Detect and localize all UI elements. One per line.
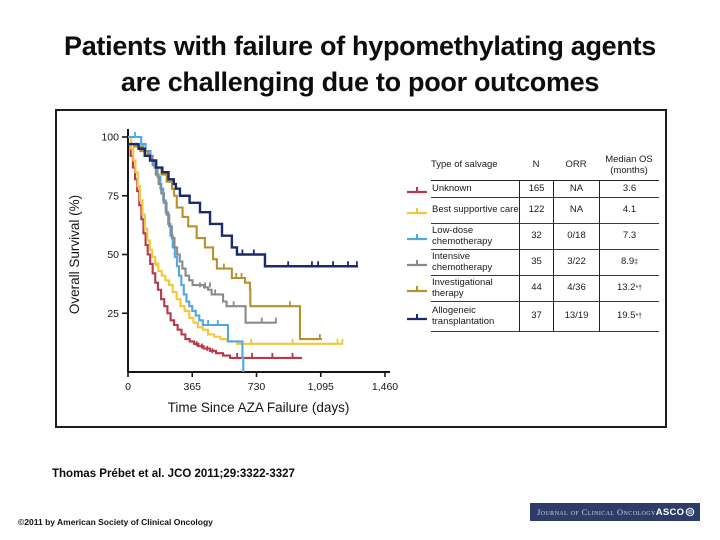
legend-line-icon xyxy=(407,181,431,198)
col-header-n: N xyxy=(519,151,553,181)
y-tick-label: 50 xyxy=(107,249,119,261)
row-4-orr: 3/22 xyxy=(553,250,599,276)
series-line-3 xyxy=(128,135,245,372)
legend-line-icon xyxy=(407,250,431,276)
slide-title-line1: Patients with failure of hypomethylating… xyxy=(64,31,656,61)
asco-logo: ASCO xyxy=(656,507,696,518)
row-5-os: 13.2 *† xyxy=(599,276,659,302)
row-2-n: 122 xyxy=(519,198,553,224)
slide-title-line2: are challenging due to poor outcomes xyxy=(120,67,600,97)
legend-line-icon xyxy=(407,198,431,224)
censor-mark-icon xyxy=(407,260,427,267)
censor-mark-icon xyxy=(407,286,427,293)
row-4-label: Intensive chemotherapy xyxy=(431,250,519,276)
x-tick-label: 1,460 xyxy=(372,381,398,393)
slide-title: Patients with failure of hypomethylating… xyxy=(0,28,720,100)
row-2-os: 4.1 xyxy=(599,198,659,224)
y-tick-label: 75 xyxy=(107,190,119,202)
censor-mark-icon xyxy=(407,186,427,193)
y-tick-label: 100 xyxy=(101,132,119,144)
col-header-orr: ORR xyxy=(553,151,599,181)
row-6-n: 37 xyxy=(519,302,553,332)
citation: Thomas Prébet et al. JCO 2011;29:3322-33… xyxy=(52,468,295,480)
row-3-os: 7.3 xyxy=(599,224,659,250)
censor-mark-icon xyxy=(407,208,427,215)
figure-box: 25 50 75 100 0 365 730 1,095 1,460 Time Since AZA… xyxy=(55,109,667,428)
row-6-os: 19.5 *† xyxy=(599,302,659,332)
row-3-orr: 0/18 xyxy=(553,224,599,250)
row-2-label: Best supportive care xyxy=(431,198,519,224)
series-line-6 xyxy=(128,142,359,268)
row-4-os: 8.9 ‡ xyxy=(599,250,659,276)
x-axis-label: Time Since AZA Failure (days) xyxy=(168,400,350,415)
legend-line-icon xyxy=(407,276,431,302)
legend-line-icon xyxy=(407,224,431,250)
legend-header-spacer xyxy=(407,151,431,181)
col-header-type: Type of salvage xyxy=(431,151,519,181)
journal-banner: Journal of Clinical Oncology ASCO xyxy=(530,503,700,521)
series-line-2 xyxy=(128,135,343,345)
km-survival-chart: 25 50 75 100 0 365 730 1,095 1,460 Time Since AZA… xyxy=(67,129,398,415)
asco-logo-text: ASCO xyxy=(655,506,685,518)
row-1-n: 165 xyxy=(519,181,553,198)
series-line-1 xyxy=(128,143,302,359)
row-4-n: 35 xyxy=(519,250,553,276)
journal-name: Journal of Clinical Oncology xyxy=(537,507,656,517)
row-1-os: 3.6 xyxy=(599,181,659,198)
row-5-n: 44 xyxy=(519,276,553,302)
row-2-orr: NA xyxy=(553,198,599,224)
globe-icon xyxy=(686,507,695,517)
row-3-n: 32 xyxy=(519,224,553,250)
copyright-line: ©2011 by American Society of Clinical On… xyxy=(18,517,213,527)
row-3-label: Low-dose chemotherapy xyxy=(431,224,519,250)
y-tick-label: 25 xyxy=(107,308,119,320)
legend-line-icon xyxy=(407,302,431,332)
col-header-median-os: Median OS (months) xyxy=(599,151,659,181)
y-axis-label: Overall Survival (%) xyxy=(67,195,82,314)
row-6-label: Allogeneic transplantation xyxy=(431,302,519,332)
row-5-label: Investigational therapy xyxy=(431,276,519,302)
row-1-orr: NA xyxy=(553,181,599,198)
row-5-orr: 4/36 xyxy=(553,276,599,302)
x-tick-label: 0 xyxy=(125,381,131,393)
x-tick-label: 1,095 xyxy=(308,381,334,393)
row-1-label: Unknown xyxy=(431,181,519,198)
censor-mark-icon xyxy=(407,314,427,321)
censor-mark-icon xyxy=(407,234,427,241)
row-6-orr: 13/19 xyxy=(553,302,599,332)
series-line-4 xyxy=(128,143,277,324)
x-tick-label: 730 xyxy=(248,381,266,393)
x-tick-label: 365 xyxy=(183,381,201,393)
salvage-table: Type of salvage N ORR Median OS (months) Unk… xyxy=(407,151,659,332)
